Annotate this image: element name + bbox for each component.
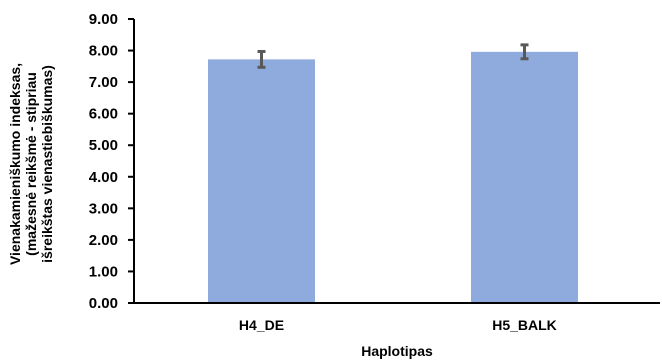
y-axis-ticks: 0.00 1.00 2.00 3.00 4.00 5.00 6.00 7.00 8.00 9.00 — [89, 11, 134, 312]
y-tick-label: 9.00 — [89, 11, 118, 28]
y-tick-label: 7.00 — [89, 74, 118, 91]
y-tick-label: 8.00 — [89, 43, 118, 60]
bar-h4_de — [208, 59, 315, 303]
y-axis-title-line: išreikštas vienastiebiškumas) — [39, 65, 55, 263]
error-bars — [257, 43, 529, 69]
y-tick-label: 5.00 — [89, 137, 118, 154]
y-tick-label: 4.00 — [89, 169, 118, 186]
category-label: H5_BALK — [492, 317, 557, 333]
y-tick-label: 1.00 — [89, 263, 118, 280]
x-axis-title: Haplotipas — [361, 343, 433, 359]
y-tick-label: 0.00 — [89, 295, 118, 312]
x-axis-labels: H4_DE H5_BALK — [239, 317, 557, 333]
y-axis-title: Vienakamieniškumo indeksas, (mažesnė reik… — [7, 63, 55, 265]
bar-h5_balk — [471, 51, 578, 303]
bars — [208, 51, 578, 303]
y-axis-title-line: Vienakamieniškumo indeksas, — [7, 63, 23, 265]
y-tick-label: 2.00 — [89, 232, 118, 249]
y-axis-title-line: (mažesnė reikšmė - stipriau — [23, 72, 39, 256]
y-tick-label: 6.00 — [89, 106, 118, 123]
category-label: H4_DE — [239, 317, 284, 333]
y-tick-label: 3.00 — [89, 200, 118, 217]
